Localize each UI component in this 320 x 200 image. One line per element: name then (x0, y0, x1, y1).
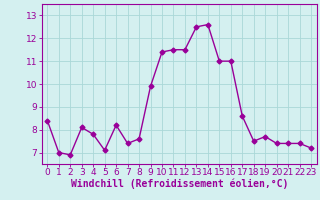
X-axis label: Windchill (Refroidissement éolien,°C): Windchill (Refroidissement éolien,°C) (70, 179, 288, 189)
